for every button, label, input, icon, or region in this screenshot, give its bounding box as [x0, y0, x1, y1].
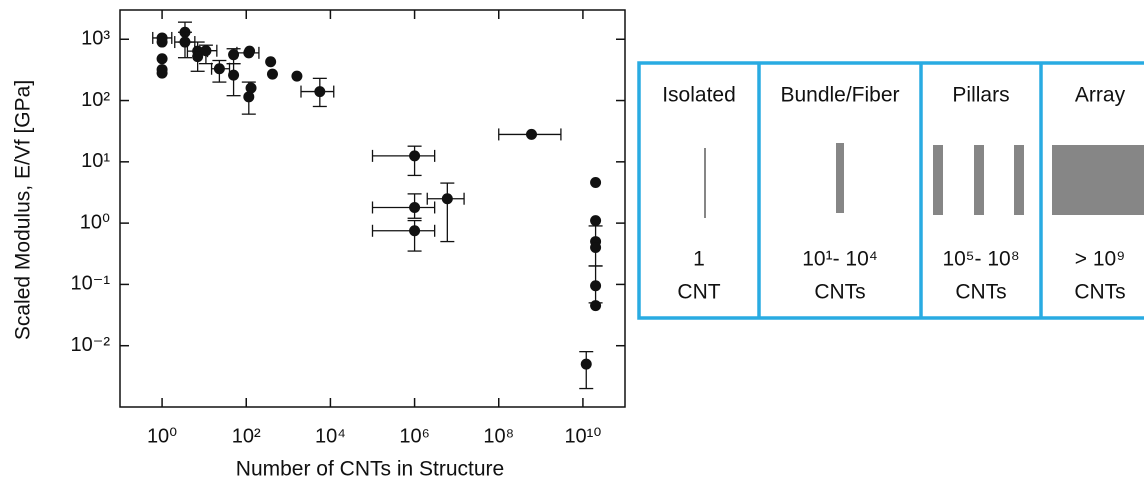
- x-tick-label: 10⁴: [315, 425, 346, 447]
- data-point: [590, 176, 602, 188]
- plot-frame: [119, 9, 626, 408]
- data-point: [265, 56, 277, 68]
- data-point: [213, 63, 225, 75]
- column-count: 1: [693, 248, 705, 271]
- column-unit: CNTs: [814, 281, 865, 304]
- y-tick-label: 10⁻¹: [71, 273, 111, 295]
- column-count: 10⁵- 10⁸: [942, 248, 1019, 271]
- data-point: [156, 67, 168, 79]
- x-tick-label: 10²: [232, 425, 261, 447]
- data-point: [441, 193, 453, 205]
- data-point: [525, 128, 537, 140]
- column-title: Isolated: [662, 84, 736, 107]
- column-unit: CNTs: [955, 281, 1006, 304]
- data-point: [179, 36, 191, 48]
- column-title: Bundle/Fiber: [780, 84, 899, 107]
- panel-frame: [637, 61, 1144, 320]
- data-point: [243, 91, 255, 103]
- y-tick-label: 10²: [81, 89, 110, 111]
- x-axis-label: Number of CNTs in Structure: [236, 458, 504, 481]
- data-point: [590, 280, 602, 292]
- data-point: [200, 45, 212, 57]
- y-tick-label: 10¹: [81, 150, 110, 172]
- column-unit: CNTs: [1074, 281, 1125, 304]
- data-point: [266, 68, 278, 80]
- column-unit: CNT: [677, 281, 720, 304]
- y-tick-label: 10⁰: [80, 211, 110, 233]
- y-tick-label: 10³: [81, 28, 110, 50]
- data-point: [228, 69, 240, 81]
- data-point: [156, 36, 168, 48]
- data-point: [580, 358, 592, 370]
- data-point: [590, 242, 602, 254]
- x-tick-label: 10⁰: [147, 425, 177, 447]
- data-point: [590, 215, 602, 227]
- data-point: [409, 150, 421, 162]
- data-point: [409, 201, 421, 213]
- column-title: Array: [1075, 84, 1126, 107]
- column-title: Pillars: [952, 84, 1009, 107]
- column-count: > 10⁹: [1075, 248, 1125, 271]
- y-tick-label: 10⁻²: [71, 334, 111, 356]
- x-tick-label: 10⁶: [399, 425, 429, 447]
- data-point: [314, 86, 326, 98]
- data-point: [291, 70, 303, 82]
- data-point: [244, 45, 256, 57]
- x-tick-label: 10⁸: [483, 425, 514, 447]
- data-point: [409, 225, 421, 237]
- y-axis-label: Scaled Modulus, E/Vf [GPa]: [12, 80, 35, 340]
- data-point: [590, 300, 602, 312]
- data-point: [245, 82, 257, 94]
- data-point: [156, 53, 168, 65]
- column-count: 10¹- 10⁴: [802, 248, 878, 271]
- x-tick-label: 10¹⁰: [564, 425, 601, 447]
